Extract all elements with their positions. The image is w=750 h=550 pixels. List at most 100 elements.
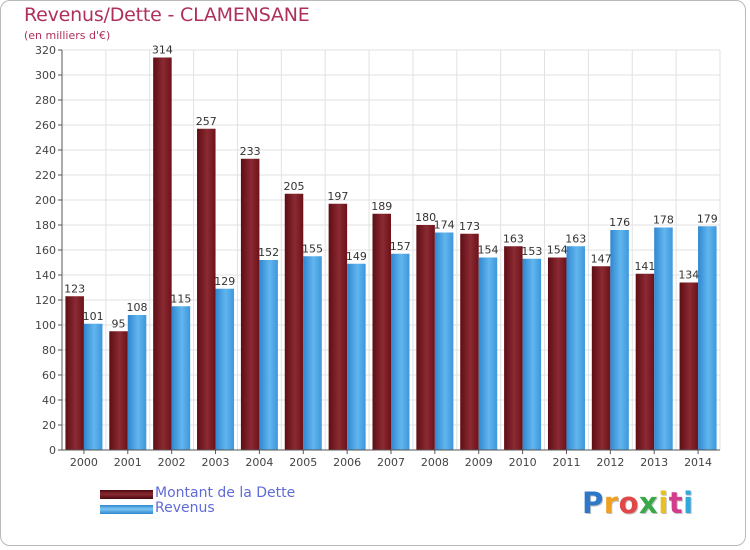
y-tick-label: 220 xyxy=(35,169,56,182)
logo-letter: t xyxy=(668,486,684,520)
y-tick-label: 160 xyxy=(35,244,56,257)
y-tick-label: 320 xyxy=(35,44,56,57)
y-tick-label: 120 xyxy=(35,294,56,307)
y-tick-label: 180 xyxy=(35,219,56,232)
x-tick-label: 2013 xyxy=(640,456,668,469)
data-label-debt: 147 xyxy=(591,252,612,265)
x-tick-label: 2009 xyxy=(465,456,493,469)
data-label-revenue: 149 xyxy=(346,250,367,263)
data-label-debt: 141 xyxy=(634,260,655,273)
data-label-revenue: 178 xyxy=(653,214,674,227)
logo-letter: P xyxy=(582,486,604,520)
data-label-debt: 189 xyxy=(371,200,392,213)
x-tick-label: 2003 xyxy=(202,456,230,469)
bar-debt xyxy=(197,128,216,450)
data-label-revenue: 115 xyxy=(170,292,191,305)
bar-revenue xyxy=(698,226,717,450)
x-tick-label: 2012 xyxy=(596,456,624,469)
x-tick-label: 2004 xyxy=(245,456,273,469)
data-label-revenue: 155 xyxy=(302,242,323,255)
data-label-debt: 197 xyxy=(327,190,348,203)
logo-letter: x xyxy=(639,486,659,520)
chart-subtitle: (en milliers d'€) xyxy=(24,29,111,42)
data-label-revenue: 157 xyxy=(390,240,411,253)
data-label-debt: 233 xyxy=(240,145,261,158)
bar-revenue xyxy=(522,258,542,450)
data-label-debt: 154 xyxy=(547,244,568,257)
x-tick-label: 2001 xyxy=(114,456,142,469)
legend-swatch-revenue xyxy=(100,505,153,514)
y-tick-label: 40 xyxy=(42,394,56,407)
y-tick-label: 100 xyxy=(35,319,56,332)
x-tick-label: 2011 xyxy=(552,456,580,469)
data-label-debt: 314 xyxy=(152,44,173,57)
bar-debt xyxy=(679,282,699,450)
x-tick-label: 2005 xyxy=(289,456,317,469)
data-label-debt: 134 xyxy=(678,269,699,282)
bar-revenue xyxy=(566,246,585,450)
bar-revenue xyxy=(171,306,191,450)
y-tick-label: 260 xyxy=(35,119,56,132)
y-tick-label: 60 xyxy=(42,369,56,382)
bar-revenue xyxy=(347,263,366,450)
data-label-revenue: 179 xyxy=(697,212,718,225)
bar-debt xyxy=(635,273,655,450)
bar-debt xyxy=(460,233,479,450)
logo-letter: i xyxy=(683,486,694,520)
data-label-revenue: 174 xyxy=(434,219,455,232)
bar-revenue xyxy=(478,257,498,450)
bar-revenue xyxy=(127,315,147,450)
proxiti-logo: Proxiti xyxy=(582,486,694,520)
bar-revenue xyxy=(215,288,235,450)
logo-letter: o xyxy=(618,486,640,520)
bar-revenue xyxy=(654,227,673,450)
bar-revenue xyxy=(259,260,278,450)
y-tick-label: 280 xyxy=(35,94,56,107)
data-label-revenue: 101 xyxy=(83,310,104,323)
y-tick-label: 240 xyxy=(35,144,56,157)
chart-title: Revenus/Dette - CLAMENSANE xyxy=(24,4,310,26)
x-tick-label: 2014 xyxy=(684,456,712,469)
bar-debt xyxy=(416,225,435,450)
data-label-revenue: 163 xyxy=(565,232,586,245)
y-tick-label: 300 xyxy=(35,69,56,82)
data-label-revenue: 153 xyxy=(521,245,542,258)
bar-revenue xyxy=(83,323,103,450)
bar-revenue xyxy=(434,232,454,450)
data-label-debt: 173 xyxy=(459,220,480,233)
bar-debt xyxy=(372,213,391,450)
y-tick-label: 20 xyxy=(42,419,56,432)
data-label-debt: 257 xyxy=(196,115,217,128)
bar-debt xyxy=(284,193,304,450)
bar-revenue xyxy=(303,256,322,450)
data-label-debt: 163 xyxy=(503,232,524,245)
y-tick-label: 200 xyxy=(35,194,56,207)
y-tick-label: 0 xyxy=(49,444,56,457)
bar-debt xyxy=(591,266,611,450)
data-label-revenue: 176 xyxy=(609,216,630,229)
data-label-revenue: 152 xyxy=(258,246,279,259)
x-tick-label: 2008 xyxy=(421,456,449,469)
logo-letter: i xyxy=(658,486,669,520)
data-label-debt: 123 xyxy=(64,282,85,295)
legend-label-revenue: Revenus xyxy=(155,500,215,516)
y-tick-label: 140 xyxy=(35,269,56,282)
bar-debt xyxy=(153,57,172,450)
logo-letter: r xyxy=(603,486,619,520)
legend-label-debt: Montant de la Dette xyxy=(155,485,296,501)
x-tick-label: 2007 xyxy=(377,456,405,469)
data-label-revenue: 108 xyxy=(127,301,148,314)
data-label-revenue: 154 xyxy=(477,244,498,257)
bar-revenue xyxy=(391,253,410,450)
bar-debt xyxy=(65,296,84,450)
bar-revenue xyxy=(610,230,629,450)
bar-debt xyxy=(547,257,567,450)
bar-debt xyxy=(240,158,260,450)
bar-debt xyxy=(109,331,128,450)
x-tick-label: 2002 xyxy=(158,456,186,469)
x-tick-label: 2000 xyxy=(70,456,98,469)
data-label-debt: 205 xyxy=(284,180,305,193)
bar-debt xyxy=(504,246,523,450)
bar-debt xyxy=(328,203,348,450)
